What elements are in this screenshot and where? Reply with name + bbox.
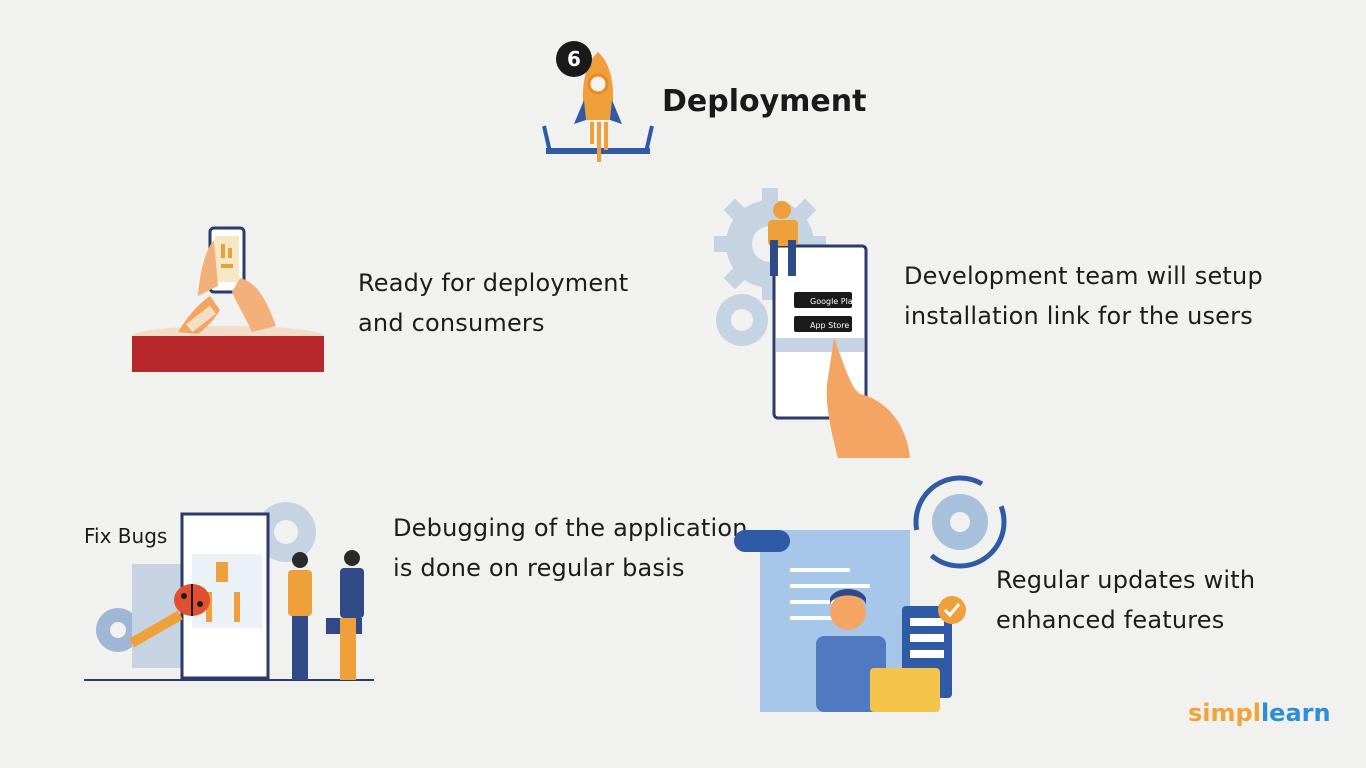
gear-icon — [96, 502, 316, 652]
wrench-icon — [129, 610, 183, 648]
app-store-phone-icon: Google Play App Store — [710, 188, 920, 463]
item-updates-line-1: Regular updates with — [996, 566, 1256, 594]
item-debugging-line-1: Debugging of the application — [393, 514, 748, 542]
bug-icon — [174, 584, 210, 616]
google-play-badge: Google Play — [810, 297, 858, 306]
checkmark-icon — [938, 596, 966, 624]
rocket-icon — [540, 48, 656, 166]
brand-logo-part2: learn — [1260, 699, 1331, 727]
app-store-badge: App Store — [810, 321, 849, 330]
bug-fixing-illustration — [84, 484, 394, 684]
brand-logo: simpllearn — [1188, 699, 1331, 727]
item-setup-line-2: installation link for the users — [904, 302, 1253, 330]
phone-hand-icon — [128, 226, 328, 376]
item-ready-line-1: Ready for deployment — [358, 269, 629, 297]
laptop-icon — [870, 668, 940, 712]
fix-bugs-label: Fix Bugs — [84, 524, 168, 548]
brand-logo-part1: simpl — [1188, 699, 1261, 727]
refresh-gear-icon — [913, 475, 1007, 569]
updates-illustration — [730, 472, 1010, 716]
item-debugging-line-2: is done on regular basis — [393, 554, 685, 582]
page-title: Deployment — [662, 84, 867, 119]
item-ready-line-2: and consumers — [358, 309, 545, 337]
item-setup-text: Development team will setup installation… — [904, 256, 1263, 336]
item-setup-line-1: Development team will setup — [904, 262, 1263, 290]
item-debugging-text: Debugging of the application is done on … — [393, 508, 748, 588]
item-updates-text: Regular updates with enhanced features — [996, 560, 1255, 640]
step-number-badge: 6 — [556, 41, 592, 77]
item-updates-line-2: enhanced features — [996, 606, 1225, 634]
item-ready-text: Ready for deployment and consumers — [358, 263, 628, 343]
